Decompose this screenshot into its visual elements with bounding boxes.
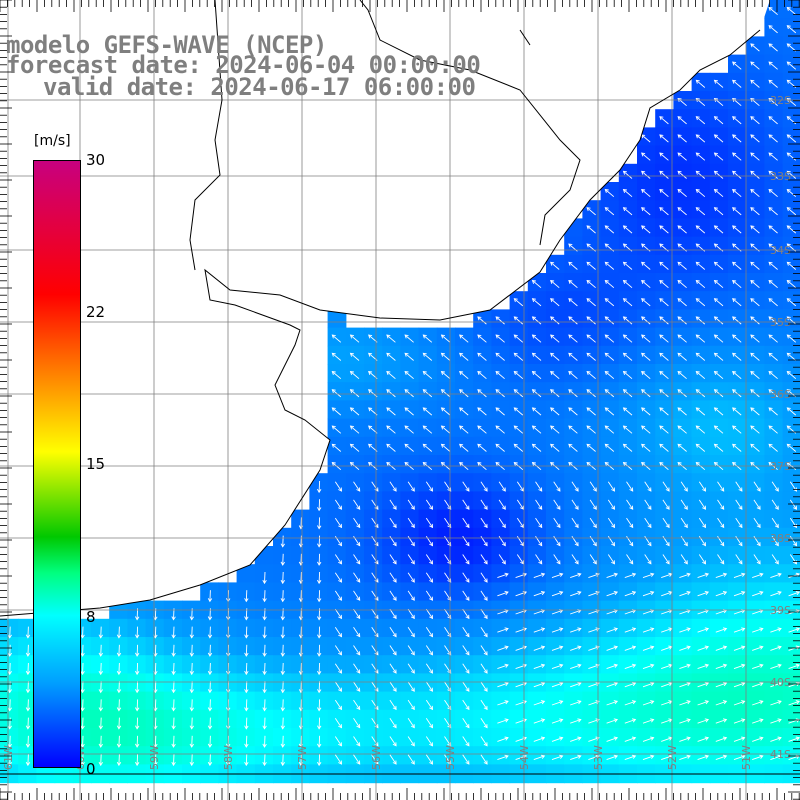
latitude-labels: 32S 33S 34S 35S 36S 37S 38S 39S 40S 41S	[770, 94, 791, 761]
lat-label-40S: 40S	[770, 676, 791, 689]
colorbar-tick-0: 0	[86, 760, 96, 778]
lat-label-38S: 38S	[770, 532, 791, 545]
lon-label-51W: 51W	[740, 745, 753, 770]
land-mask	[0, 0, 800, 616]
lat-label-36S: 36S	[770, 388, 791, 401]
wind-vectors	[7, 6, 800, 767]
lon-label-53W: 53W	[592, 745, 605, 770]
lon-label-54W: 54W	[518, 745, 531, 770]
lat-label-33S: 33S	[770, 170, 791, 183]
coastline	[0, 0, 761, 617]
colorbar	[33, 160, 81, 768]
lat-label-35S: 35S	[770, 316, 791, 329]
lon-label-61W: 61W	[2, 745, 15, 770]
colorbar-unit: [m/s]	[34, 133, 71, 149]
lat-label-34S: 34S	[770, 244, 791, 257]
lon-label-56W: 56W	[370, 745, 383, 770]
lon-label-55W: 55W	[444, 745, 457, 770]
forecast-date: forecast date: 2024-06-04 00:00:00	[6, 51, 481, 79]
lat-label-32S: 32S	[770, 94, 791, 107]
lon-label-58W: 58W	[222, 745, 235, 770]
colorbar-tick-15: 15	[86, 455, 106, 473]
valid-date: valid date: 2024-06-17 06:00:00	[43, 73, 476, 101]
model-title: modelo GEFS-WAVE (NCEP)	[6, 31, 327, 59]
longitude-labels: 61W60W59W58W57W56W55W54W53W52W51W	[2, 745, 753, 770]
lat-label-41S: 41S	[770, 748, 791, 761]
lon-label-59W: 59W	[148, 745, 161, 770]
colorbar-tick-22: 22	[86, 303, 106, 321]
lat-label-37S: 37S	[770, 460, 791, 473]
lon-label-52W: 52W	[666, 745, 679, 770]
colorbar-tick-30: 30	[86, 151, 106, 169]
lat-label-39S: 39S	[770, 604, 791, 617]
colorbar-tick-8: 8	[86, 608, 96, 626]
lon-label-57W: 57W	[296, 745, 309, 770]
